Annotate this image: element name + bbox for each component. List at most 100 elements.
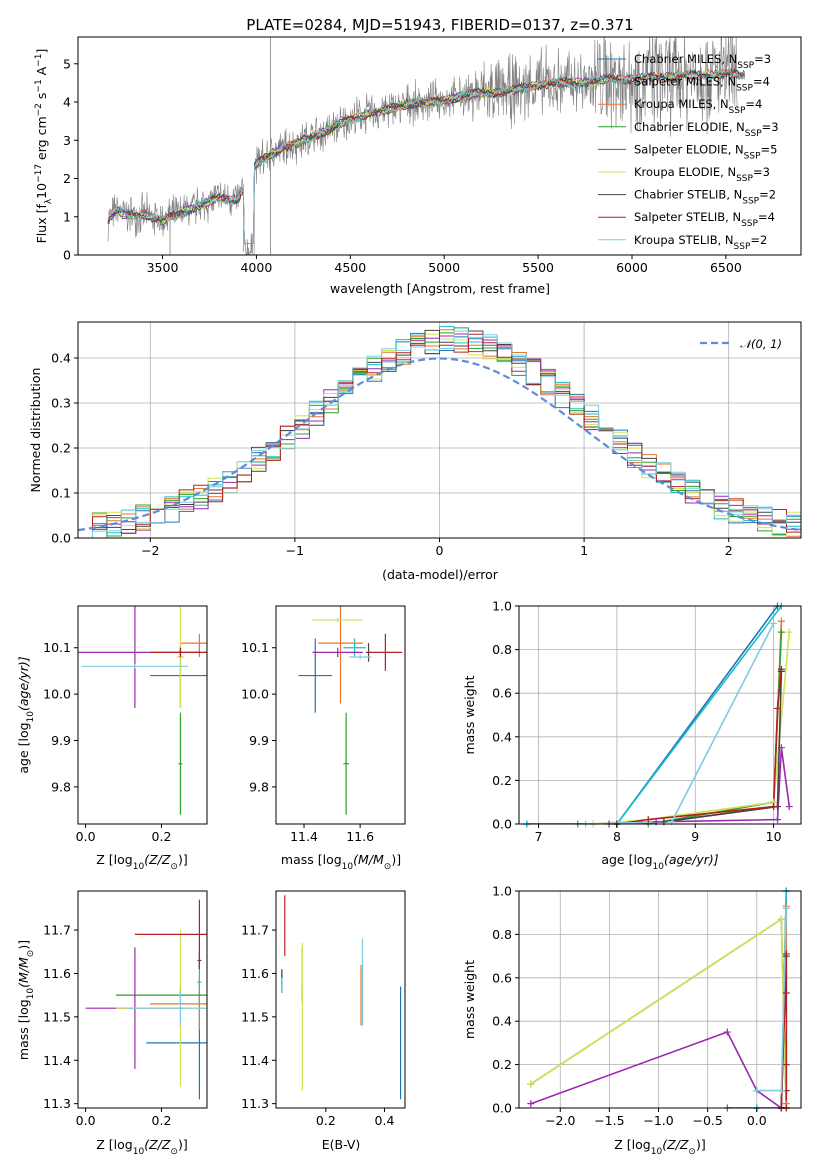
label-part: Z [log	[96, 1137, 132, 1152]
model-spectrum	[107, 68, 746, 244]
residual-histogram	[78, 330, 801, 538]
label-part: SSP	[736, 174, 753, 184]
label-part: age [log	[601, 852, 652, 867]
x-tick-label: −0.5	[692, 1113, 722, 1128]
plot-background	[519, 606, 801, 824]
mass-weight-marker	[777, 744, 785, 752]
label-part: SSP	[742, 197, 759, 207]
mass-weight-marker	[777, 628, 785, 636]
label-part: SSP	[736, 84, 753, 94]
x-axis-label: Z [log10(Z/Z⊙)]	[614, 1137, 705, 1157]
spectrum-panel: 3500 4000 4500 5000 5500 6000 6500 0 1 2 3 4 5 wavele…	[34, 36, 802, 296]
mass-weight-marker	[785, 803, 793, 811]
y-tick-label: 11.4	[241, 1053, 269, 1068]
label-part: (Z/Z	[144, 1137, 171, 1152]
axes-frame	[77, 890, 208, 1109]
label-part: Chabrier STELIB, N	[634, 188, 742, 202]
mass-weight-marker	[782, 950, 790, 958]
label-part: =3	[753, 165, 770, 179]
x-tick-label: 5500	[522, 260, 554, 275]
label-part: SSP	[744, 151, 761, 161]
label-part: erg cm	[34, 116, 49, 164]
label-part: SSP	[741, 219, 758, 229]
label-part: (Z/Z	[144, 852, 171, 867]
y-tick-label: 0.3	[51, 396, 71, 411]
plot-body	[107, 37, 746, 255]
x-tick-label: 3500	[147, 260, 179, 275]
label-part: SSP	[734, 242, 751, 252]
mass-weight-marker	[782, 1061, 790, 1069]
y-tick-label: 10.1	[43, 640, 71, 655]
legend-entry: Kroupa STELIB, NSSP=2	[634, 233, 767, 252]
x-tick-label: 11.4	[290, 829, 318, 844]
mass-weight-marker	[770, 803, 778, 811]
x-axis-label: Z [log10(Z/Z⊙)]	[96, 1137, 187, 1157]
y-tick-label: 0.6	[492, 970, 512, 985]
label-part: Salpeter MILES, N	[634, 75, 736, 89]
axes-frame	[275, 605, 406, 825]
x-axis-label: (data-model)/error	[382, 567, 499, 582]
y-tick-label: 11.5	[43, 1009, 71, 1024]
label-part: ⊙	[384, 862, 392, 872]
y-tick-label: 11.7	[241, 923, 269, 938]
mass-weight-marker	[777, 915, 785, 923]
legend-entry: Chabrier STELIB, NSSP=2	[634, 188, 776, 207]
axes-frame	[518, 890, 802, 1109]
legend-entry: Salpeter ELODIE, NSSP=5	[634, 142, 777, 161]
label-part: −1	[34, 79, 44, 92]
label-part: ]	[34, 49, 49, 54]
label-part: ⊙	[688, 1147, 696, 1157]
x-tick-label: 1	[580, 543, 588, 558]
legend-entry: Chabrier ELODIE, NSSP=3	[634, 120, 779, 139]
age-vs-mass-panel: 11.4 11.6 9.8 9.9 10.0 10.1 mass [log10(M/M⊙)]	[241, 605, 406, 872]
label-part: =4	[745, 97, 762, 111]
x-tick-label: 0.2	[152, 829, 172, 844]
y-tick-label: 0.4	[492, 1014, 512, 1029]
label-part: )]	[391, 852, 401, 867]
label-part: λ	[44, 198, 54, 204]
y-tick-label: 9.8	[51, 779, 71, 794]
y-tick-label: 0.1	[51, 486, 71, 501]
x-tick-label: 4500	[334, 260, 366, 275]
plot-background	[78, 891, 207, 1108]
mass-weight-marker	[785, 628, 793, 636]
label-part: (age/yr)]	[16, 656, 31, 711]
label-part: Kroupa MILES, N	[634, 97, 729, 111]
label-part: )]	[178, 1137, 188, 1152]
mass-weight-marker	[777, 1087, 785, 1095]
mass-weight-age-panel: 7 8 9 10 0.0 0.2 0.4 0.6 0.8 1.0 mass weight age [l…	[462, 599, 802, 872]
x-tick-label: 6500	[710, 260, 742, 275]
age-vs-z-panel: 0.0 0.29.89.910.010.1Z [log10(Z/Z⊙)]age […	[16, 605, 208, 872]
legend-entry: Kroupa MILES, NSSP=4	[634, 97, 762, 116]
y-tick-label: 0	[63, 248, 71, 263]
y-tick-label: 11.3	[241, 1096, 269, 1111]
x-tick-label: 2	[725, 543, 733, 558]
label-part: 10	[34, 183, 49, 199]
label-part: =2	[750, 233, 767, 247]
plot-body	[281, 895, 402, 1100]
x-tick-label: 11.6	[346, 829, 374, 844]
mass-weight-marker	[527, 1080, 535, 1088]
label-part: (Z/Z	[662, 1137, 689, 1152]
mass-weight-marker	[527, 1100, 535, 1108]
label-part: Flux [f	[34, 204, 49, 244]
label-part: =5	[761, 142, 778, 156]
y-tick-label: 11.6	[241, 966, 269, 981]
normal-curve	[78, 357, 801, 532]
y-tick-label: 0.8	[492, 642, 512, 657]
x-tick-label: −2	[141, 543, 159, 558]
y-tick-label: 9.9	[249, 733, 269, 748]
mass-weight-marker	[782, 904, 790, 912]
legend-entry: 𝒩(0, 1)	[740, 337, 782, 351]
y-axis-label: Flux [fλ10−17 erg cm−2 s−1 A−1]	[34, 49, 54, 244]
x-tick-label: 0.2	[316, 1113, 336, 1128]
mass-weight-marker	[777, 665, 785, 673]
x-tick-label: −1	[286, 543, 304, 558]
label-part: ⊙	[170, 862, 178, 872]
label-part: A	[34, 66, 49, 79]
label-part: mass [log	[16, 999, 31, 1060]
plot-background	[276, 891, 405, 1108]
y-axis-label: mass weight	[462, 960, 477, 1039]
label-part: =2	[759, 188, 776, 202]
label-part: SSP	[737, 61, 754, 71]
